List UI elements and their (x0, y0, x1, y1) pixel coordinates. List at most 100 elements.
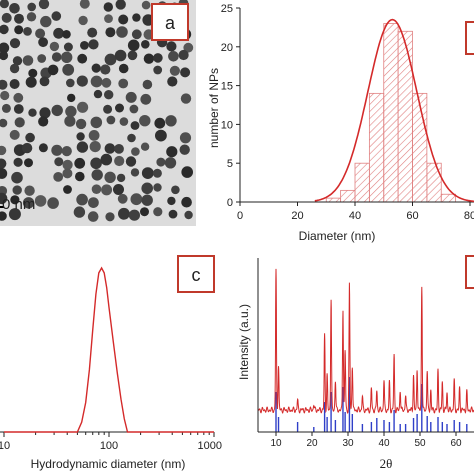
nanoparticle (9, 38, 21, 49)
reference-peaks (275, 377, 468, 432)
nanoparticle (180, 67, 191, 78)
nanoparticle (53, 172, 64, 182)
nanoparticle (64, 115, 76, 127)
nanoparticle (165, 115, 177, 127)
nanoparticle (39, 107, 51, 119)
nanoparticle (77, 53, 88, 64)
nanoparticle (114, 155, 125, 167)
nanoparticle (61, 146, 72, 157)
nanoparticle (38, 143, 48, 153)
nanoparticle (0, 211, 7, 221)
nanoparticle (25, 132, 35, 143)
histogram-bars (325, 23, 457, 203)
nanoparticle (24, 158, 33, 168)
dls-curve (4, 266, 214, 433)
nanoparticle (142, 79, 153, 90)
nanoparticle (118, 207, 130, 220)
nanoparticle (37, 54, 47, 63)
nanoparticle (66, 78, 75, 88)
nanoparticle (0, 50, 9, 61)
nanoparticle (179, 144, 190, 155)
nanoparticle (180, 93, 192, 104)
nanoparticle (76, 141, 89, 153)
nanoparticle (0, 168, 8, 179)
nanoparticle (183, 42, 194, 53)
x-tick-label: 100 (100, 440, 118, 452)
x-tick-label: 80 (464, 210, 474, 222)
nanoparticle (152, 168, 162, 178)
nanoparticle (62, 63, 75, 76)
histogram-panel: 0 20 40 60 80 0 5 10 15 20 25 Diameter (nm) number… (207, 3, 474, 243)
nanoparticle (25, 76, 37, 88)
nanoparticle (104, 14, 113, 23)
nanoparticle (76, 75, 88, 87)
nanoparticle (184, 210, 193, 220)
gaussian-fit-curve (314, 18, 474, 203)
nanoparticle (105, 27, 116, 38)
nanoparticle (140, 93, 152, 105)
nanoparticle (0, 158, 7, 169)
y-tick-label: 10 (221, 119, 233, 131)
nanoparticle (166, 146, 178, 158)
dls-xlabel: Hydrodynamic diameter (nm) (31, 457, 186, 471)
nanoparticle (103, 104, 113, 114)
histogram-bar (397, 30, 413, 203)
nanoparticle (14, 13, 24, 24)
nanoparticle (118, 78, 129, 89)
nanoparticle (153, 183, 162, 192)
nanoparticle (132, 13, 141, 22)
nanoparticle (129, 104, 139, 114)
nanoparticle (155, 129, 167, 142)
nanoparticle (104, 143, 116, 154)
nanoparticle (164, 157, 177, 169)
nanoparticle (91, 184, 102, 194)
y-tick-label: 15 (221, 81, 233, 93)
histogram-bar (426, 162, 442, 203)
nanoparticle (67, 93, 76, 103)
nanoparticle (105, 212, 115, 222)
histogram-bar (325, 197, 342, 203)
nanoparticle (104, 53, 117, 66)
histogram-bar (368, 92, 385, 203)
y-tick-label: 5 (227, 158, 233, 170)
nanoparticle (0, 118, 8, 128)
nanoparticle (131, 147, 140, 156)
nanoparticle (116, 26, 128, 38)
nanoparticle (1, 103, 11, 113)
nanoparticle (153, 53, 163, 63)
nanoparticle (181, 196, 192, 208)
nanoparticle (13, 92, 24, 103)
nanoparticle (117, 193, 128, 204)
nanoparticle (14, 25, 24, 35)
nanoparticle (24, 185, 35, 196)
x-tick-label: 20 (306, 438, 318, 449)
nanoparticle (88, 197, 99, 209)
nanoparticle (167, 196, 176, 206)
nanoparticle (141, 182, 153, 195)
nanoparticle (9, 63, 20, 74)
nanoparticle (62, 159, 73, 170)
nanoparticle (171, 185, 180, 195)
nanoparticle (103, 2, 114, 12)
nanoparticle (62, 168, 73, 179)
nanoparticle (88, 39, 99, 50)
panel-d-label-box (465, 255, 474, 289)
nanoparticle (9, 3, 20, 14)
xrd-axes: 10 20 30 40 50 60 (257, 258, 474, 449)
nanoparticle (125, 156, 137, 167)
nanoparticle (28, 108, 37, 117)
nanoparticle (22, 55, 34, 66)
x-tick-label: 10 (0, 440, 10, 452)
nanoparticle (116, 173, 126, 183)
nanoparticle (91, 63, 101, 73)
nanoparticle (141, 0, 151, 10)
panel-a-label: a (165, 13, 176, 33)
nanoparticle (130, 168, 140, 177)
nanoparticle (1, 12, 12, 23)
nanoparticle (26, 12, 37, 22)
nanoparticle (100, 64, 111, 75)
nanoparticle (63, 42, 73, 52)
nanoparticle (101, 77, 112, 88)
nanoparticle (101, 184, 113, 196)
